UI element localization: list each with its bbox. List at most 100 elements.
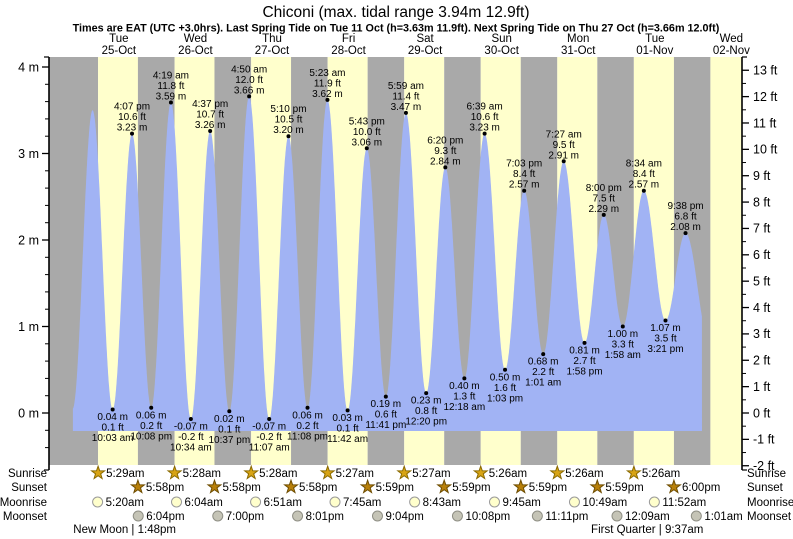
- moonrise-time: 8:43am: [423, 497, 461, 509]
- tide-event-dot: [364, 146, 369, 151]
- sunset-time: 5:58pm: [146, 482, 184, 494]
- sunrise-time: 5:27am: [412, 468, 450, 480]
- sunrise-time: 5:28am: [259, 468, 297, 480]
- low-tide-annotation: 0.04 m: [97, 412, 128, 423]
- high-tide-annotation: 3.23 m: [469, 123, 500, 134]
- row-label-sunset-left: Sunset: [11, 482, 48, 494]
- low-tide-annotation: 0.2 ft: [140, 421, 162, 432]
- row-label-moonrise-right: Moonrise: [747, 497, 793, 509]
- moonrise-time: 5:20am: [106, 497, 144, 509]
- right-tick-label: 3 ft: [753, 327, 771, 341]
- tide-event-dot: [345, 408, 350, 413]
- tide-event-dot: [305, 405, 310, 410]
- moonset-time: 9:04pm: [385, 511, 423, 523]
- tide-event-dot: [541, 352, 546, 357]
- moonrise-icon: [489, 496, 501, 508]
- high-tide-annotation: 2.08 m: [670, 222, 701, 233]
- high-tide-annotation: 3.59 m: [156, 91, 187, 102]
- row-label-sunrise-right: Sunrise: [747, 468, 786, 480]
- right-tick-label: 12 ft: [753, 90, 778, 104]
- low-tide-annotation: 1.6 ft: [494, 383, 516, 394]
- high-tide-annotation: 8:34 am: [626, 159, 662, 170]
- sunset-icon: [206, 478, 223, 494]
- tide-event-dot: [149, 405, 154, 410]
- left-tick-label: 1 m: [18, 320, 39, 334]
- tide-event-dot: [663, 318, 668, 323]
- high-tide-annotation: 5:23 am: [309, 68, 345, 79]
- sunrise-icon: [472, 464, 489, 480]
- sunset-time: 5:59pm: [605, 482, 643, 494]
- tide-event-dot: [462, 376, 467, 381]
- high-tide-annotation: 11.4 ft: [392, 91, 419, 102]
- moonrise-icon: [92, 496, 104, 508]
- right-tick-label: 7 ft: [753, 222, 771, 236]
- low-tide-annotation: 0.23 m: [411, 396, 442, 407]
- low-tide-annotation: 1:01 am: [525, 378, 561, 389]
- sunrise-time: 5:26am: [642, 468, 680, 480]
- low-tide-annotation: 0.06 m: [136, 410, 167, 421]
- tide-event-dot: [522, 188, 527, 193]
- moonrise-icon: [250, 496, 262, 508]
- moonrise-icon: [568, 496, 580, 508]
- high-tide-annotation: 2.29 m: [588, 204, 619, 215]
- low-tide-annotation: 0.1 ft: [218, 424, 240, 435]
- high-tide-annotation: 3.20 m: [273, 125, 304, 136]
- high-tide-annotation: 9.5 ft: [553, 140, 575, 151]
- moonset-icon: [531, 510, 543, 522]
- high-tide-annotation: 10.6 ft: [118, 112, 146, 123]
- low-tide-annotation: 0.06 m: [292, 410, 323, 421]
- tide-curve-area: [72, 96, 702, 432]
- right-tick-label: 5 ft: [753, 274, 771, 288]
- high-tide-annotation: 8:00 pm: [586, 183, 622, 194]
- sunset-icon: [436, 478, 453, 494]
- moonset-icon: [371, 510, 383, 522]
- high-tide-annotation: 10.6 ft: [471, 112, 499, 123]
- moonrise-time: 7:45am: [343, 497, 381, 509]
- moonset-time: 11:11pm: [545, 511, 588, 523]
- tide-event-dot: [286, 134, 291, 139]
- low-tide-annotation: 0.68 m: [528, 357, 559, 368]
- moonset-time: 7:00pm: [226, 511, 264, 523]
- low-tide-annotation: 11:08 pm: [287, 431, 328, 442]
- tide-event-dot: [620, 324, 625, 329]
- day-labels: Tue 25-Oct Wed 26-Oct Thu 27-Oct Fri 28-Oct Sat 2…: [102, 33, 751, 57]
- moonrise-time: 10:49am: [582, 497, 627, 509]
- low-tide-annotation: 10:37 pm: [208, 435, 250, 446]
- low-tide-annotation: -0.2 ft: [178, 432, 204, 443]
- high-tide-annotation: 4:19 am: [153, 70, 189, 81]
- high-tide-annotation: 2.57 m: [509, 180, 540, 191]
- tide-event-dot: [582, 340, 587, 345]
- right-tick-label: 0 ft: [753, 406, 771, 420]
- sunset-icon: [666, 478, 682, 494]
- tide-event-dot: [325, 97, 330, 102]
- high-tide-annotation: 6:39 am: [467, 102, 503, 113]
- low-tide-annotation: 11:07 am: [249, 443, 290, 454]
- low-tide-annotation: 1:58 am: [605, 350, 641, 361]
- right-tick-label: 10 ft: [753, 143, 778, 157]
- row-label-moonset-left: Moonset: [3, 511, 48, 523]
- low-tide-annotation: 10:08 pm: [130, 431, 172, 442]
- sunrise-time: 5:26am: [489, 468, 527, 480]
- low-tide-annotation: 12:20 pm: [405, 417, 447, 428]
- moon-phase-label: First Quarter | 9:37am: [591, 524, 703, 536]
- sunrise-icon: [319, 464, 336, 480]
- right-tick-label: 13 ft: [753, 64, 778, 78]
- sunrise-time: 5:28am: [183, 468, 221, 480]
- sunset-time: 5:58pm: [222, 482, 260, 494]
- sunrise-icon: [625, 464, 642, 480]
- day-label: Wed 26-Oct: [178, 33, 213, 57]
- low-tide-annotation: 10:03 am: [92, 433, 134, 444]
- low-tide-annotation: 1.3 ft: [453, 391, 475, 402]
- right-tick-label: 11 ft: [753, 116, 777, 130]
- low-tide-annotation: 1.00 m: [608, 329, 639, 340]
- sunset-icon: [512, 478, 529, 494]
- day-label: Tue 25-Oct: [102, 33, 137, 57]
- high-tide-annotation: 5:43 pm: [349, 116, 385, 127]
- high-tide-annotation: 3.23 m: [117, 123, 148, 134]
- tide-event-dot: [482, 131, 487, 136]
- day-label: Sun 30-Oct: [484, 33, 519, 57]
- tide-event-dot: [443, 165, 448, 170]
